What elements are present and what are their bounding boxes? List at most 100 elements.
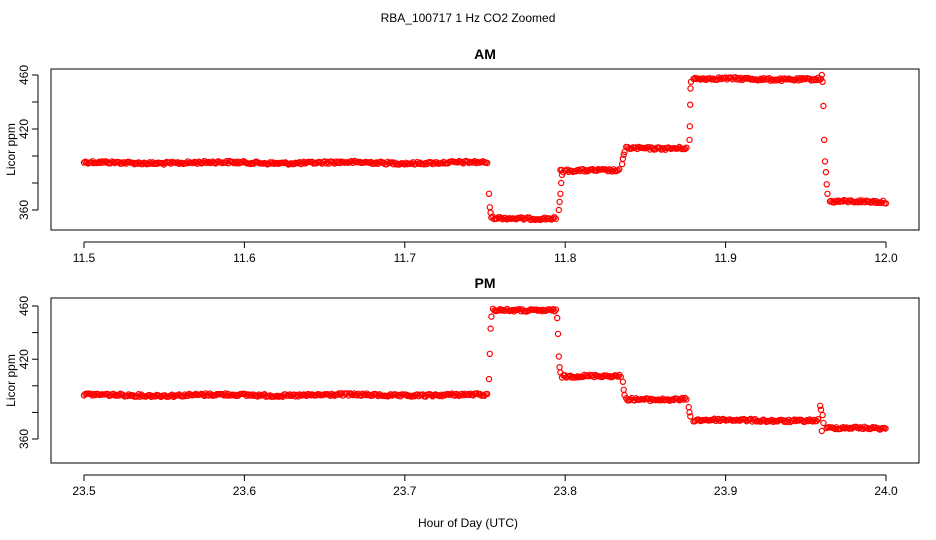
data-point	[805, 417, 812, 425]
data-point	[687, 85, 694, 92]
data-point	[686, 136, 693, 143]
data-point	[549, 215, 557, 222]
data-point	[687, 78, 695, 86]
y-tick-label: 460	[17, 65, 31, 85]
data-point	[618, 160, 626, 168]
data-point	[485, 375, 493, 383]
data-point	[840, 424, 847, 431]
data-point	[819, 78, 826, 86]
data-point	[814, 416, 822, 423]
y-tick-label: 460	[17, 296, 31, 316]
data-point	[809, 418, 816, 425]
data-point	[621, 148, 628, 156]
data-point	[386, 392, 393, 399]
data-point	[648, 395, 655, 402]
data-point	[488, 313, 495, 320]
x-axis-label: Hour of Day (UTC)	[418, 516, 518, 530]
y-tick-label: 420	[17, 119, 31, 139]
panel-title: PM	[475, 275, 496, 291]
data-point	[685, 403, 692, 411]
x-tick-label: 11.5	[73, 251, 96, 265]
data-point	[552, 306, 560, 313]
x-tick-label: 23.8	[554, 484, 578, 498]
panel-pm: PM Licor ppm 23.5 23.6 23.7 23.8 23.9 24.0 360 42…	[4, 275, 920, 498]
data-point	[817, 406, 825, 413]
data-point	[659, 145, 666, 153]
data-point	[349, 391, 356, 399]
data-point	[548, 307, 556, 314]
data-point	[681, 145, 689, 153]
data-point	[486, 204, 493, 211]
data-point	[681, 394, 689, 402]
data-point	[686, 409, 693, 416]
data-point	[555, 353, 563, 360]
data-point	[882, 425, 889, 432]
data-point	[767, 77, 774, 84]
data-point	[627, 396, 634, 403]
data-point	[290, 160, 298, 168]
data-point	[679, 394, 686, 402]
x-tick-label: 11.9	[714, 251, 737, 265]
data-point	[775, 76, 783, 84]
data-point	[558, 171, 566, 179]
panel-am: AM Licor ppm 11.5 11.6 11.7 11.8 11.9 12.0 360 42…	[4, 46, 920, 265]
x-tick-label: 12.0	[874, 251, 898, 265]
data-point	[238, 159, 246, 166]
data-point	[821, 158, 829, 165]
data-point	[823, 181, 830, 188]
data-point	[554, 314, 561, 322]
data-point	[686, 123, 694, 130]
data-point	[487, 325, 494, 332]
data-point	[855, 425, 863, 432]
figure-title: RBA_100717 1 Hz CO2 Zoomed	[381, 11, 556, 25]
data-point	[556, 364, 563, 371]
data-points	[80, 305, 889, 435]
x-tick-label: 11.7	[394, 251, 417, 265]
x-tick-label: 23.9	[714, 484, 738, 498]
data-point	[820, 419, 827, 427]
data-point	[556, 198, 563, 206]
y-tick-label: 420	[17, 349, 31, 369]
data-point	[353, 392, 361, 399]
data-point	[269, 159, 277, 166]
data-point	[819, 411, 826, 419]
data-point	[798, 76, 805, 83]
data-point	[554, 330, 562, 338]
x-tick-label: 11.6	[233, 251, 256, 265]
data-point	[621, 391, 628, 399]
data-point	[180, 393, 187, 400]
data-point	[552, 215, 560, 222]
data-points	[80, 71, 890, 224]
data-point	[551, 213, 558, 221]
data-point	[818, 427, 826, 435]
data-point	[125, 391, 133, 398]
data-point	[683, 396, 690, 403]
data-point	[558, 179, 565, 187]
data-point	[687, 101, 694, 108]
data-point	[818, 71, 826, 79]
data-point	[575, 166, 582, 173]
y-axis-label: Licor ppm	[4, 354, 18, 407]
data-point	[619, 155, 627, 162]
data-point	[487, 209, 494, 216]
data-point	[882, 200, 890, 207]
data-point	[683, 144, 690, 151]
x-tick-label: 23.5	[72, 484, 96, 498]
plot-frame	[50, 297, 920, 464]
data-point	[555, 206, 563, 214]
data-point	[485, 190, 493, 197]
data-point	[286, 391, 293, 398]
y-tick-label: 360	[17, 429, 31, 449]
x-tick-label: 23.7	[393, 484, 417, 498]
data-point	[620, 151, 627, 158]
data-point	[865, 198, 873, 205]
data-point	[817, 402, 824, 409]
y-axis-label: Licor ppm	[4, 123, 18, 176]
data-point	[408, 160, 415, 167]
data-point	[538, 308, 546, 315]
data-point	[551, 308, 558, 315]
data-point	[813, 417, 820, 425]
x-tick-label: 24.0	[874, 484, 898, 498]
data-point	[484, 390, 491, 398]
